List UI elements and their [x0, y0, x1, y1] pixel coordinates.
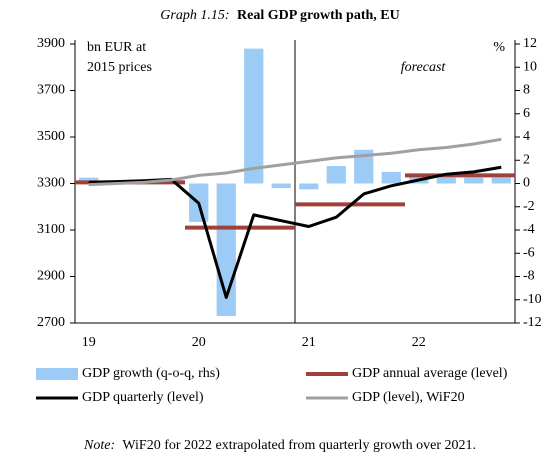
y-tick-label: 3100 [37, 222, 65, 237]
y-label: 2015 prices [87, 60, 152, 75]
bar [381, 171, 401, 184]
title-main: Real GDP growth path, EU [237, 8, 400, 23]
bar [354, 149, 374, 184]
bar [436, 177, 456, 184]
legend-label: GDP quarterly (level) [82, 390, 204, 405]
y2-tick-label: -2 [523, 199, 535, 214]
title-prefix: Graph 1.15: [160, 8, 229, 23]
y2-tick-label: -8 [523, 269, 535, 284]
bar [244, 48, 264, 184]
legend-label: GDP annual average (level) [352, 366, 508, 381]
x-tick-label: 19 [82, 335, 96, 350]
legend-label: GDP (level), WiF20 [352, 390, 465, 405]
y2-tick-label: -4 [523, 222, 535, 237]
bar [464, 177, 484, 184]
y-tick-label: 2700 [37, 315, 65, 330]
bar [326, 166, 346, 184]
y-tick-label: 3900 [37, 36, 65, 51]
note-prefix: Note: [83, 438, 115, 453]
note-text: WiF20 for 2022 extrapolated from quarter… [122, 438, 476, 453]
y-tick-label: 3300 [37, 176, 65, 191]
bar [271, 183, 291, 189]
legend-label: GDP growth (q-o-q, rhs) [82, 366, 220, 381]
y2-tick-label: 10 [523, 59, 537, 74]
y2-tick-label: 4 [523, 129, 530, 144]
y2-tick-label: 6 [523, 106, 530, 121]
y2-label: % [493, 40, 505, 55]
bar [491, 177, 511, 184]
line [88, 137, 502, 187]
y2-tick-label: -6 [523, 245, 535, 260]
y2-tick-label: -12 [523, 315, 542, 330]
y2-tick-label: 0 [523, 176, 530, 191]
y-tick-label: 3700 [37, 83, 65, 98]
y-tick-label: 3500 [37, 129, 65, 144]
x-tick-label: 20 [192, 335, 206, 350]
y2-tick-label: -10 [523, 292, 542, 307]
legend-swatch [36, 368, 78, 380]
note: Note: WiF20 for 2022 extrapolated from q… [83, 438, 476, 453]
x-tick-label: 21 [302, 335, 316, 350]
chart-title: Graph 1.15: Real GDP growth path, EU [160, 8, 399, 23]
y2-tick-label: 8 [523, 83, 530, 98]
annotation: forecast [401, 60, 447, 75]
y2-tick-label: 2 [523, 152, 530, 167]
x-tick-label: 22 [412, 335, 426, 350]
bar [299, 183, 319, 190]
y-label: bn EUR at [87, 40, 146, 55]
y2-tick-label: 12 [523, 36, 537, 51]
y-tick-label: 2900 [37, 269, 65, 284]
